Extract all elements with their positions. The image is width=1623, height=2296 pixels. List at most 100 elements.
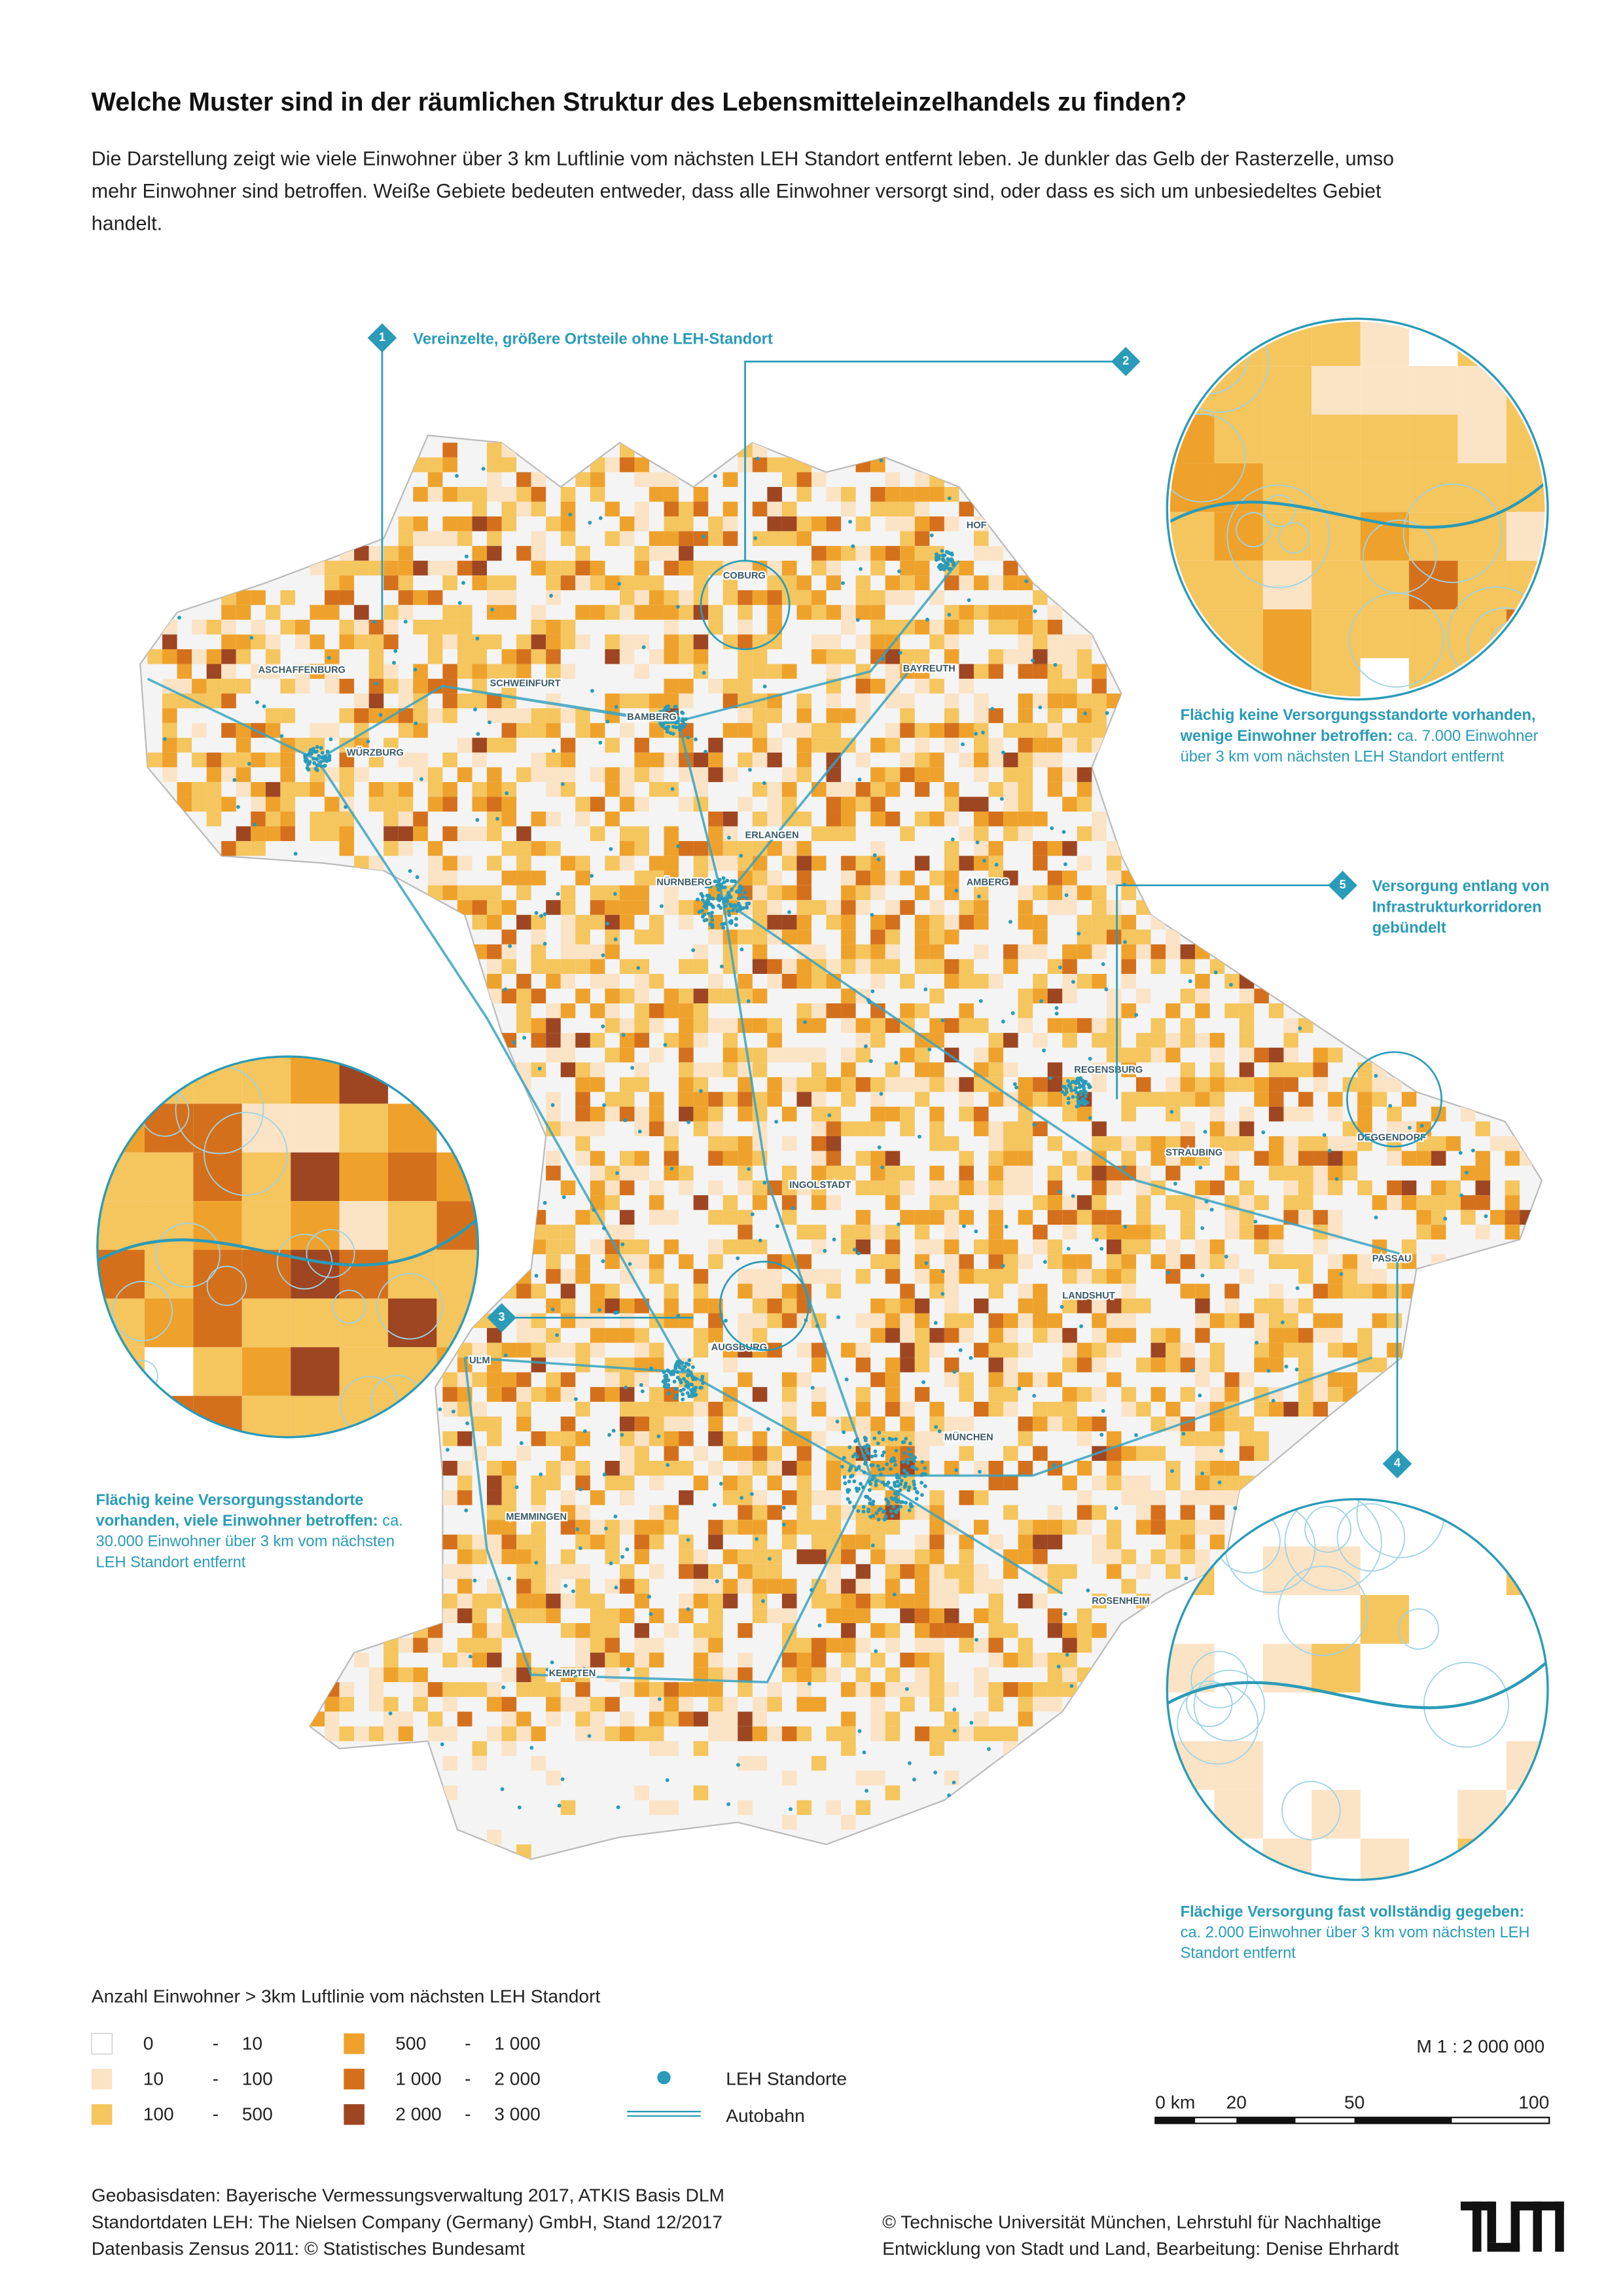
raster-cell xyxy=(1106,1313,1122,1329)
raster-cell xyxy=(855,605,871,620)
raster-cell xyxy=(619,797,635,812)
raster-cell xyxy=(1062,1401,1077,1417)
raster-cell xyxy=(1209,1342,1225,1358)
raster-cell xyxy=(265,797,281,812)
city-label: LANDSHUT xyxy=(1062,1291,1115,1301)
raster-cell xyxy=(1328,1268,1343,1284)
raster-cell xyxy=(708,738,723,753)
raster-cell xyxy=(1092,693,1107,709)
store-point xyxy=(1099,1433,1104,1437)
store-point xyxy=(847,1479,851,1484)
raster-cell xyxy=(1298,1092,1313,1107)
legend-label: Autobahn xyxy=(726,2105,805,2126)
raster-cell xyxy=(738,619,753,635)
raster-cell xyxy=(781,781,797,797)
raster-cell xyxy=(796,841,812,856)
raster-cell xyxy=(619,1313,635,1329)
raster-cell xyxy=(1033,590,1048,605)
raster-cell xyxy=(679,797,694,812)
store-point xyxy=(1094,1238,1099,1242)
raster-cell xyxy=(531,1534,546,1550)
raster-cell xyxy=(560,1283,576,1299)
raster-cell xyxy=(738,664,753,679)
raster-cell xyxy=(1166,1460,1181,1476)
raster-cell xyxy=(325,575,340,590)
raster-cell xyxy=(575,914,590,930)
store-point xyxy=(936,565,941,569)
raster-cell xyxy=(427,855,443,871)
scale-ratio: M 1 : 2 000 000 xyxy=(1416,2036,1544,2056)
raster-cell xyxy=(900,1210,915,1225)
raster-cell xyxy=(914,516,930,531)
raster-cell xyxy=(575,634,590,649)
store-point xyxy=(722,900,726,905)
zoom-cell xyxy=(291,1395,340,1437)
raster-cell xyxy=(236,841,251,856)
raster-cell xyxy=(752,1283,768,1299)
raster-cell xyxy=(944,634,959,649)
store-point xyxy=(688,1370,693,1374)
store-point xyxy=(781,1522,786,1527)
raster-cell xyxy=(325,723,340,738)
raster-cell xyxy=(855,546,871,561)
zoom-store-radius xyxy=(112,1280,173,1342)
store-point xyxy=(1298,1026,1302,1031)
zoom-store-radius xyxy=(1304,1505,1351,1553)
raster-cell xyxy=(590,457,605,473)
store-point xyxy=(667,713,671,717)
raster-cell xyxy=(841,1047,856,1063)
raster-cell xyxy=(738,841,753,856)
store-point xyxy=(503,987,508,992)
raster-cell xyxy=(885,649,901,664)
raster-cell xyxy=(1135,1446,1151,1461)
raster-cell xyxy=(442,693,457,709)
store-point xyxy=(671,732,675,736)
store-point xyxy=(1077,1296,1082,1300)
raster-cell xyxy=(457,486,473,502)
raster-cell xyxy=(870,1696,885,1712)
raster-cell xyxy=(487,1829,502,1845)
raster-cell xyxy=(1033,1564,1048,1579)
store-point xyxy=(872,1436,877,1441)
raster-cell xyxy=(929,1638,944,1653)
raster-cell xyxy=(546,1121,561,1136)
raster-cell xyxy=(900,826,915,842)
raster-cell xyxy=(767,664,782,679)
raster-cell xyxy=(944,1712,959,1727)
raster-cell xyxy=(900,486,915,502)
raster-cell xyxy=(1372,1077,1387,1092)
raster-cell xyxy=(1062,841,1077,856)
raster-cell xyxy=(1077,1018,1092,1033)
raster-cell xyxy=(1092,1534,1107,1550)
raster-cell xyxy=(722,826,738,842)
raster-cell xyxy=(325,826,340,842)
raster-cell xyxy=(1460,1210,1476,1225)
raster-cell xyxy=(1195,1033,1210,1048)
store-point xyxy=(649,1612,653,1617)
raster-cell xyxy=(914,546,930,561)
raster-cell xyxy=(708,1564,723,1579)
raster-cell xyxy=(738,1225,753,1240)
store-point xyxy=(1071,980,1075,984)
raster-cell xyxy=(472,664,488,679)
raster-cell xyxy=(1254,1092,1269,1107)
raster-cell xyxy=(900,1328,915,1343)
store-point xyxy=(1033,609,1037,613)
raster-cell xyxy=(560,1520,576,1535)
raster-cell xyxy=(1047,1401,1063,1417)
raster-cell xyxy=(944,1608,959,1623)
raster-cell xyxy=(944,797,959,812)
store-point xyxy=(674,717,678,722)
store-point xyxy=(583,1429,587,1433)
store-point xyxy=(904,1687,909,1691)
raster-cell xyxy=(1121,1106,1136,1122)
raster-cell xyxy=(1239,1431,1255,1446)
raster-cell xyxy=(841,1653,856,1668)
annotation-text: 30.000 Einwohner über 3 km vom nächsten xyxy=(96,1534,395,1551)
raster-cell xyxy=(487,1682,502,1697)
raster-cell xyxy=(546,959,561,974)
raster-cell xyxy=(1283,1210,1298,1225)
raster-cell xyxy=(1342,1121,1358,1136)
raster-cell xyxy=(900,1313,915,1329)
store-point xyxy=(1012,1082,1017,1086)
